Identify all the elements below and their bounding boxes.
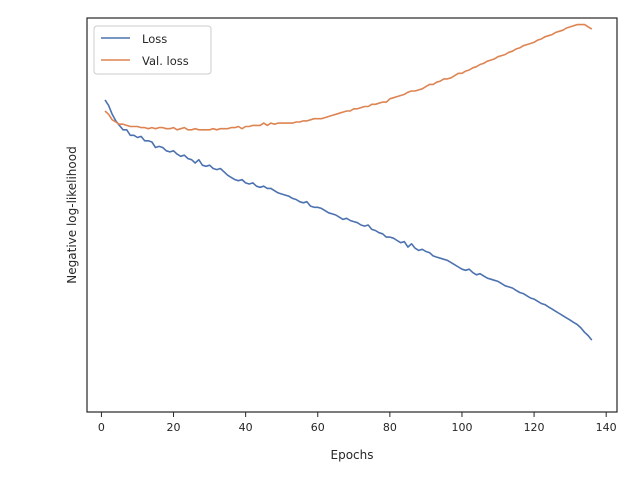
legend-label-loss: Loss (142, 32, 167, 46)
series-line-val-loss (104, 23, 593, 131)
series-line-loss (104, 99, 593, 341)
y-axis-label: Negative log-likelihood (65, 146, 79, 283)
x-tick-label: 80 (383, 421, 397, 434)
x-tick-label: 140 (596, 421, 617, 434)
x-tick-label: 0 (98, 421, 105, 434)
x-tick-label: 120 (524, 421, 545, 434)
series-layer (104, 23, 593, 341)
x-tick-label: 20 (167, 421, 181, 434)
legend: Loss Val. loss (93, 25, 212, 75)
plot-frame (86, 17, 618, 413)
x-axis: 0 20 40 60 80 100 120 140 (98, 412, 617, 434)
x-axis-label: Epochs (331, 448, 374, 462)
x-tick-label: 60 (311, 421, 325, 434)
x-tick-label: 100 (451, 421, 472, 434)
legend-label-val-loss: Val. loss (142, 54, 189, 68)
x-tick-label: 40 (239, 421, 253, 434)
